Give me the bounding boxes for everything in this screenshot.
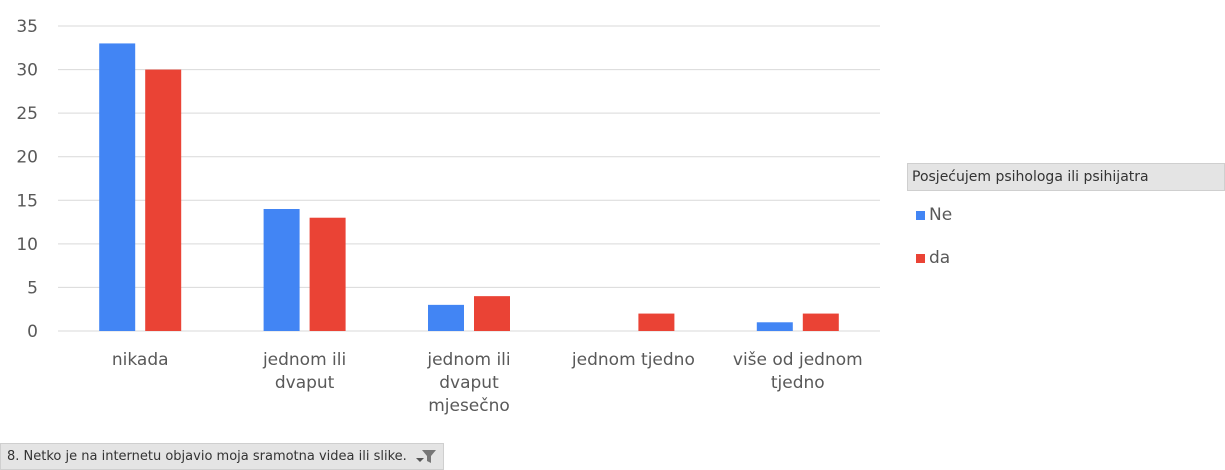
x-category-label: jednom tjedno	[571, 350, 695, 370]
x-category-label: tjedno	[771, 373, 825, 393]
bars	[99, 43, 839, 332]
x-category-label: dvaput	[439, 373, 499, 393]
bar-da-3[interactable]	[638, 313, 675, 331]
y-tick-label: 20	[16, 148, 38, 168]
legend-swatch-da	[916, 253, 925, 263]
bar-da-4[interactable]	[802, 313, 839, 331]
bar-ne-1[interactable]	[263, 209, 300, 331]
bar-da-1[interactable]	[309, 217, 346, 331]
legend-label-ne: Ne	[929, 205, 953, 225]
filter-field[interactable]: 8. Netko je na internetu objavio moja sr…	[0, 443, 444, 470]
x-category-label: više od jednom	[733, 350, 863, 370]
x-category-label: nikada	[112, 350, 169, 370]
y-axis-ticks: 0 5 10 15 20 25 30 35	[16, 17, 38, 342]
gridlines	[58, 25, 880, 332]
y-tick-label: 5	[27, 278, 38, 298]
legend-swatch-ne	[916, 210, 925, 220]
legend-item-ne[interactable]: Ne	[916, 205, 952, 225]
x-category-label: dvaput	[275, 373, 335, 393]
x-axis-categories: nikada jednom ili dvaput jednom ili dvaput mj…	[112, 350, 863, 416]
x-category-label: mjesečno	[428, 396, 510, 416]
bar-da-0[interactable]	[145, 69, 182, 332]
filter-label: 8. Netko je na internetu objavio moja sr…	[7, 449, 407, 464]
bar-ne-4[interactable]	[756, 322, 793, 331]
legend-label-da: da	[929, 248, 951, 268]
x-category-label: jednom ili	[262, 350, 346, 370]
x-category-label: jednom ili	[426, 350, 510, 370]
y-tick-label: 15	[16, 191, 38, 211]
y-tick-label: 35	[16, 17, 38, 37]
bar-da-2[interactable]	[474, 296, 510, 331]
y-tick-label: 25	[16, 104, 38, 124]
filter-icon[interactable]	[415, 449, 437, 465]
bar-ne-0[interactable]	[99, 43, 136, 332]
legend-item-da[interactable]: da	[916, 248, 950, 268]
legend-title[interactable]: Posjećujem psihologa ili psihijatra	[907, 163, 1225, 191]
bar-chart: 0 5 10 15 20 25 30 35 nikada jednom ili dvaput jed…	[16, 17, 880, 416]
y-tick-label: 0	[27, 322, 38, 342]
y-tick-label: 30	[16, 61, 38, 81]
bar-ne-2[interactable]	[428, 304, 464, 331]
y-tick-label: 10	[16, 235, 38, 255]
